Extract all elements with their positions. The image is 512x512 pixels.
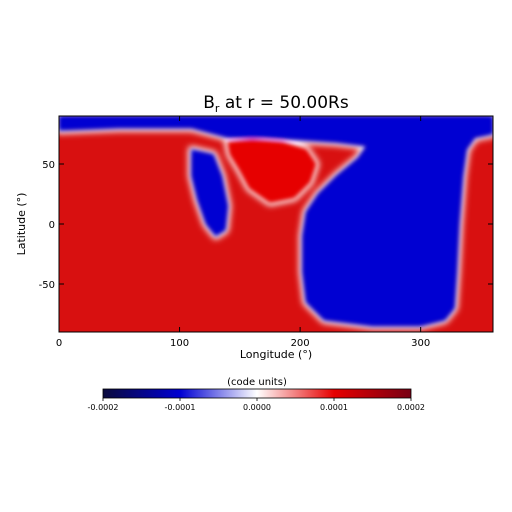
region-positive-2 bbox=[227, 139, 317, 203]
y-tick-label-2: 50 bbox=[42, 160, 55, 171]
heatmap-plot bbox=[59, 116, 493, 332]
x-tick-label-2: 200 bbox=[291, 338, 310, 349]
polarity-regions bbox=[59, 116, 493, 327]
chart-title: Br at r = 50.00Rs bbox=[203, 93, 349, 115]
colorbar-tick-label-2: 0.0000 bbox=[243, 403, 271, 412]
x-tick-label-1: 100 bbox=[170, 338, 189, 349]
title-main: B bbox=[203, 93, 215, 113]
region-negative-0 bbox=[59, 116, 493, 327]
colorbar-ticks: -0.0002 -0.0001 0.0000 0.0001 0.0002 bbox=[88, 398, 425, 412]
title-sub: r bbox=[215, 102, 220, 115]
colorbar-tick-label-4: 0.0002 bbox=[397, 403, 425, 412]
y-tick-label-0: -50 bbox=[39, 280, 55, 291]
x-axis-label: Longitude (°) bbox=[240, 348, 312, 361]
title-rest: at r = 50.00Rs bbox=[219, 93, 348, 113]
y-axis-label: Latitude (°) bbox=[15, 193, 28, 256]
region-negative-1 bbox=[191, 148, 229, 237]
colorbar bbox=[102, 388, 412, 399]
x-axis-ticks: 0 100 200 300 bbox=[56, 116, 430, 349]
colorbar-tick-label-1: -0.0001 bbox=[165, 403, 196, 412]
x-tick-label-0: 0 bbox=[56, 338, 62, 349]
colorbar-tick-label-3: 0.0001 bbox=[320, 403, 348, 412]
x-tick-label-3: 300 bbox=[411, 338, 430, 349]
colorbar-tick-label-0: -0.0002 bbox=[88, 403, 119, 412]
y-axis-ticks: -50 0 50 bbox=[39, 160, 493, 291]
colorbar-label: (code units) bbox=[227, 377, 287, 388]
y-tick-label-1: 0 bbox=[49, 220, 55, 231]
